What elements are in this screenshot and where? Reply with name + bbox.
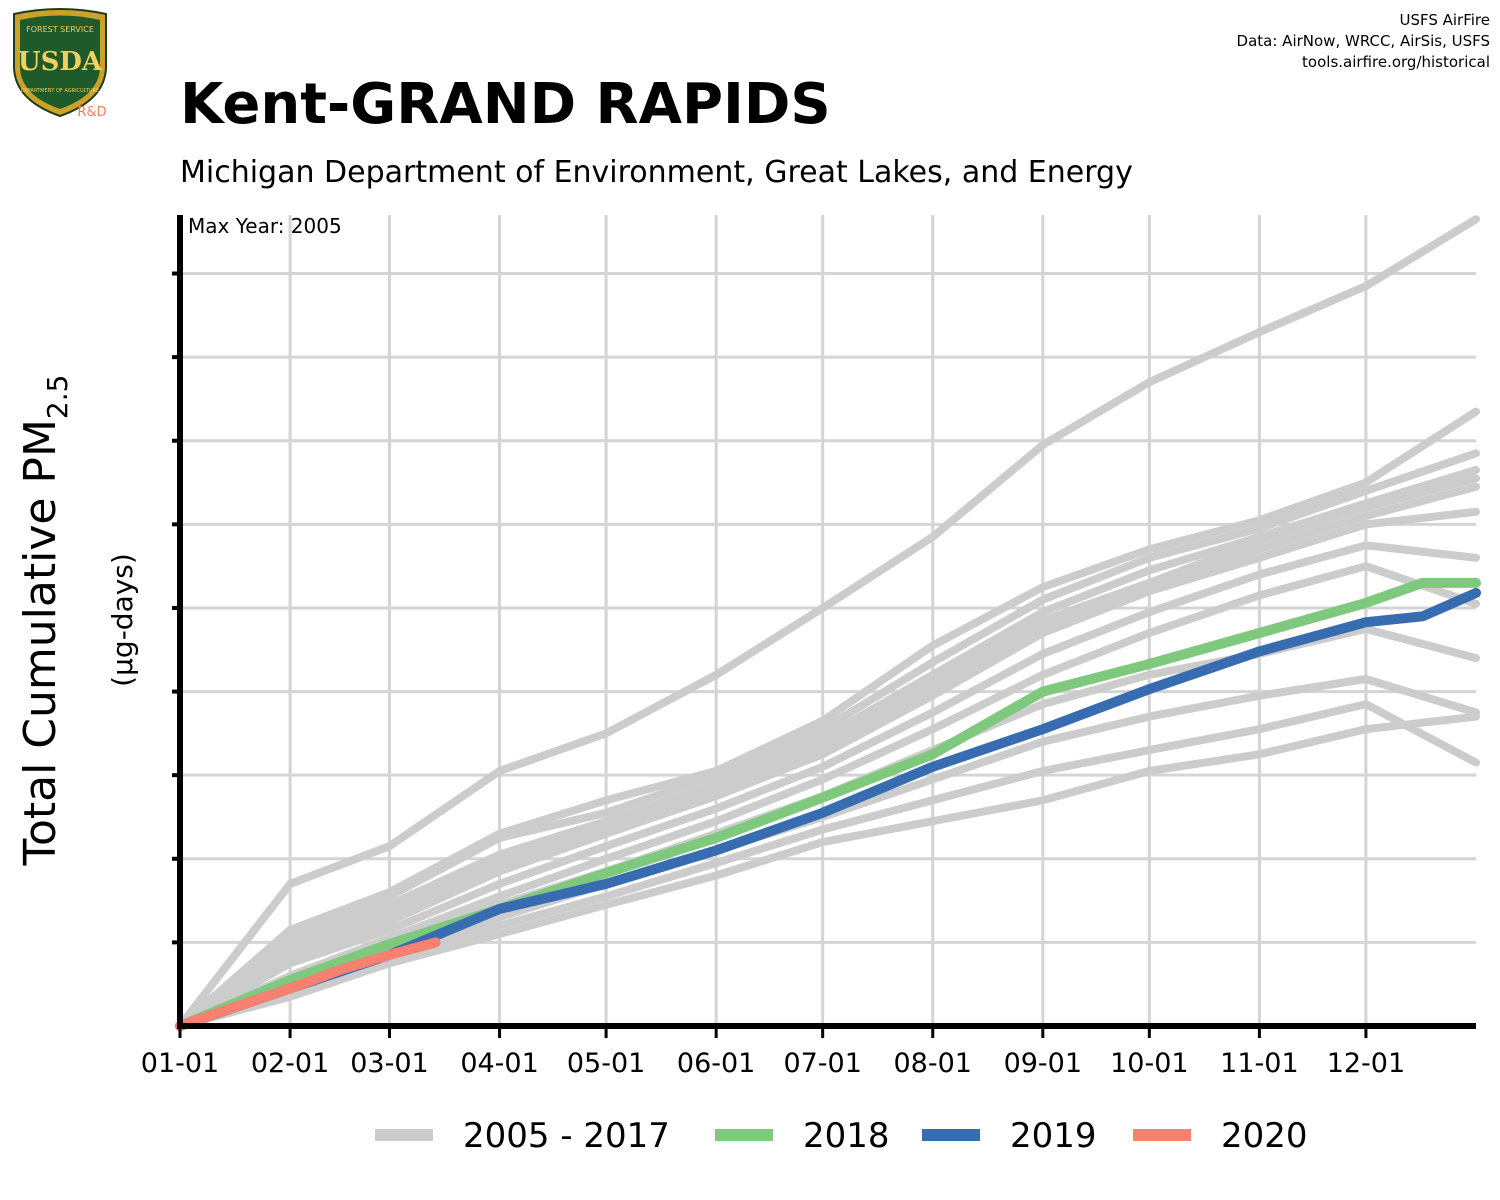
axes xyxy=(172,215,1476,1038)
legend-item: 2020 xyxy=(1133,1116,1308,1156)
x-tick-label: 10-01 xyxy=(1110,1048,1188,1079)
x-tick-label: 06-01 xyxy=(677,1048,755,1079)
axis-labels: 01-01 02-01 03-01 04-01 05-01 06-01 07-01 08-01… xyxy=(15,214,1405,1079)
series-layer xyxy=(175,215,1481,1031)
legend-item: 2018 xyxy=(715,1116,890,1156)
max-year-annotation: Max Year: 2005 xyxy=(188,214,342,238)
series-2018 xyxy=(175,577,1481,1031)
x-tick-label: 09-01 xyxy=(1004,1048,1082,1079)
x-tick-label: 03-01 xyxy=(350,1048,428,1079)
legend-item: 2019 xyxy=(922,1116,1097,1156)
credit-line: Data: AirNow, WRCC, AirSis, USFS xyxy=(1236,32,1490,50)
series-2020 xyxy=(175,937,441,1031)
legend-label: 2020 xyxy=(1221,1116,1308,1156)
logo-bottom-text: DEPARTMENT OF AGRICULTURE xyxy=(21,88,99,94)
series-line xyxy=(176,541,1480,1030)
y-axis-label: Total Cumulative PM2.5 xyxy=(15,375,74,867)
shield-inner xyxy=(20,15,100,109)
x-tick-label: 07-01 xyxy=(783,1048,861,1079)
x-tick-label: 08-01 xyxy=(894,1048,972,1079)
credit-line: tools.airfire.org/historical xyxy=(1302,53,1490,71)
x-tick-label: 11-01 xyxy=(1220,1048,1298,1079)
legend: 2005 - 2017 2018 2019 2020 xyxy=(375,1116,1308,1156)
page-subtitle: Michigan Department of Environment, Grea… xyxy=(180,155,1133,190)
credits: USFS AirFire Data: AirNow, WRCC, AirSis,… xyxy=(1237,10,1490,73)
series-line xyxy=(176,507,1480,1030)
series-line xyxy=(176,712,1480,1030)
logo-top-text: FOREST SERVICE xyxy=(26,25,94,34)
x-tick-label: 01-01 xyxy=(141,1048,219,1079)
series-line xyxy=(176,449,1480,1030)
x-tick-label: 12-01 xyxy=(1327,1048,1405,1079)
legend-label: 2018 xyxy=(803,1116,890,1156)
x-tick-label: 02-01 xyxy=(251,1048,329,1079)
x-tick-label: 05-01 xyxy=(567,1048,645,1079)
legend-item: 2005 - 2017 xyxy=(375,1116,670,1156)
legend-label: 2005 - 2017 xyxy=(463,1116,670,1156)
series-line xyxy=(175,577,1481,1031)
page-title: Kent-GRAND RAPIDS xyxy=(180,72,831,137)
usfs-shield-logo: FOREST SERVICE USDA DEPARTMENT OF AGRICU… xyxy=(13,8,107,120)
y-axis-label-main: Total Cumulative PM xyxy=(15,419,66,866)
series-line xyxy=(176,215,1480,1030)
y-axis-label-subscript: 2.5 xyxy=(41,375,74,420)
series-line xyxy=(175,937,441,1031)
y-axis-unit: (µg-days) xyxy=(106,553,139,687)
legend-label: 2019 xyxy=(1010,1116,1097,1156)
logo-letters: USDA xyxy=(18,47,103,77)
credit-line: USFS AirFire xyxy=(1399,11,1490,29)
logo-badge: R&D xyxy=(77,105,106,120)
x-tick-label: 04-01 xyxy=(460,1048,538,1079)
